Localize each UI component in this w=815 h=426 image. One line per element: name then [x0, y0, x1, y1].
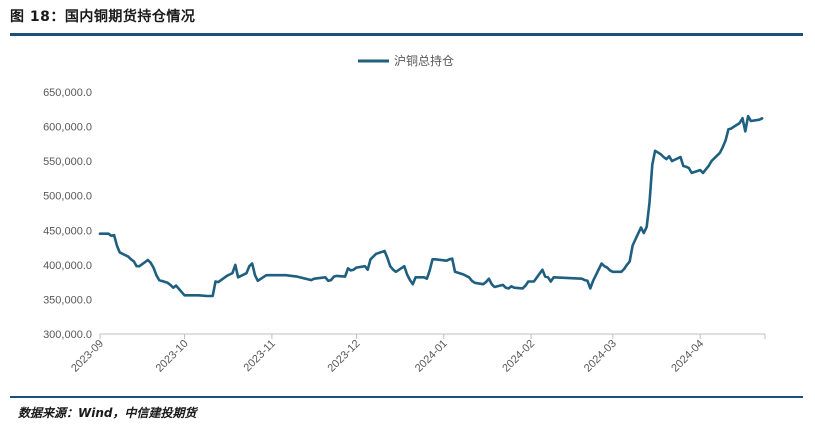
figure-title: 图 18：国内铜期货持仓情况	[10, 9, 196, 25]
y-tick-label: 400,000.0	[43, 260, 92, 272]
x-axis: 2023-09 2023-10 2023-11 2023-12 2024-01 2024-…	[69, 333, 766, 375]
x-tick-label: 2023-11	[242, 338, 278, 374]
y-axis: 300,000.0 350,000.0 400,000.0 450,000.0 500,…	[43, 87, 92, 341]
bottom-rule	[10, 396, 803, 398]
y-tick-label: 600,000.0	[43, 122, 92, 134]
y-tick-label: 500,000.0	[43, 191, 92, 203]
legend-label: 沪铜总持仓	[394, 53, 454, 68]
y-tick-label: 450,000.0	[43, 225, 92, 237]
x-tick-label: 2024-01	[413, 338, 450, 375]
series-line-0	[98, 114, 764, 298]
y-tick-label: 350,000.0	[43, 294, 92, 306]
x-tick-label: 2024-02	[500, 338, 537, 375]
y-tick-label: 300,000.0	[43, 329, 92, 341]
x-tick-label: 2023-12	[326, 338, 363, 375]
y-tick-label: 550,000.0	[43, 156, 92, 168]
legend: 沪铜总持仓	[358, 53, 454, 68]
top-rule	[10, 33, 803, 36]
x-tick-label: 2024-04	[669, 338, 706, 375]
x-tick-label: 2023-10	[154, 338, 191, 375]
series-layer	[98, 114, 764, 298]
x-tick-label: 2023-09	[69, 338, 106, 375]
data-source-note: 数据来源：Wind，中信建投期货	[18, 406, 197, 420]
y-tick-label: 650,000.0	[43, 87, 92, 99]
x-tick-label: 2024-03	[582, 338, 619, 375]
